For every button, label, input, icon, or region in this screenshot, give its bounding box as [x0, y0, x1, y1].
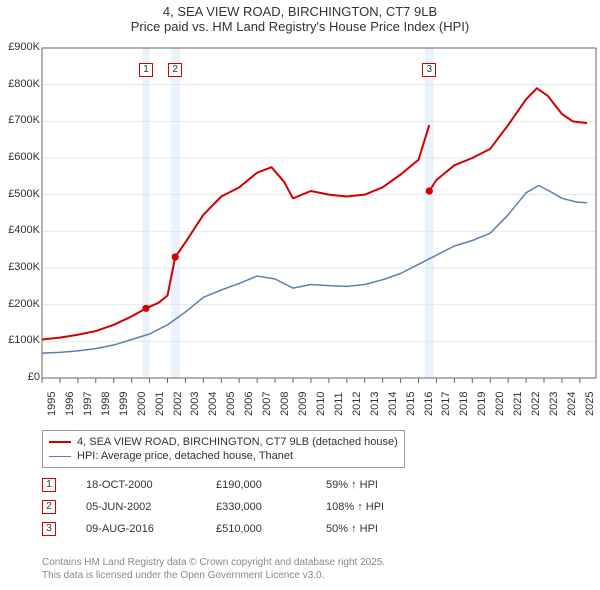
y-tick-label: £700K — [0, 114, 40, 126]
title-line-1: 4, SEA VIEW ROAD, BIRCHINGTON, CT7 9LB — [0, 4, 600, 19]
y-tick-label: £100K — [0, 334, 40, 346]
y-tick-label: £300K — [0, 261, 40, 273]
transaction-price: £330,000 — [216, 501, 296, 513]
transaction-marker: 2 — [168, 63, 182, 77]
x-tick-label: 2025 — [584, 392, 596, 416]
legend-item: 4, SEA VIEW ROAD, BIRCHINGTON, CT7 9LB (… — [49, 435, 398, 449]
x-tick-label: 2012 — [351, 392, 363, 416]
legend-label: 4, SEA VIEW ROAD, BIRCHINGTON, CT7 9LB (… — [77, 436, 398, 448]
x-tick-label: 1999 — [118, 392, 130, 416]
x-tick-label: 2018 — [458, 392, 470, 416]
transaction-row-marker: 3 — [42, 522, 56, 536]
transaction-date: 05-JUN-2002 — [86, 501, 186, 513]
chart-container: 4, SEA VIEW ROAD, BIRCHINGTON, CT7 9LB P… — [0, 0, 600, 590]
y-tick-label: £500K — [0, 188, 40, 200]
transactions-table: 1 18-OCT-2000 £190,000 59% ↑ HPI 2 05-JUN-200… — [42, 474, 384, 540]
legend-item: HPI: Average price, detached house, Than… — [49, 449, 398, 463]
transaction-delta: 108% ↑ HPI — [326, 501, 384, 513]
legend-label: HPI: Average price, detached house, Than… — [77, 450, 293, 462]
x-tick-label: 2021 — [512, 392, 524, 416]
x-tick-label: 2006 — [243, 392, 255, 416]
transaction-row: 2 05-JUN-2002 £330,000 108% ↑ HPI — [42, 496, 384, 518]
x-tick-label: 2003 — [189, 392, 201, 416]
x-tick-label: 2019 — [476, 392, 488, 416]
x-tick-label: 1996 — [64, 392, 76, 416]
x-tick-label: 2013 — [369, 392, 381, 416]
y-tick-label: £600K — [0, 151, 40, 163]
x-tick-label: 2016 — [423, 392, 435, 416]
transaction-row-marker: 1 — [42, 478, 56, 492]
x-tick-label: 2009 — [297, 392, 309, 416]
transaction-delta: 59% ↑ HPI — [326, 479, 378, 491]
x-tick-label: 1998 — [100, 392, 112, 416]
x-tick-label: 2023 — [548, 392, 560, 416]
y-tick-label: £200K — [0, 298, 40, 310]
x-tick-label: 2000 — [136, 392, 148, 416]
transaction-price: £190,000 — [216, 479, 296, 491]
x-tick-label: 2011 — [333, 392, 345, 416]
title-line-2: Price paid vs. HM Land Registry's House … — [0, 19, 600, 34]
y-tick-label: £800K — [0, 78, 40, 90]
x-tick-label: 2005 — [225, 392, 237, 416]
transaction-date: 18-OCT-2000 — [86, 479, 186, 491]
x-tick-label: 2008 — [279, 392, 291, 416]
transaction-delta: 50% ↑ HPI — [326, 523, 378, 535]
x-tick-label: 2015 — [405, 392, 417, 416]
transaction-row-marker: 2 — [42, 500, 56, 514]
footer-line-1: Contains HM Land Registry data © Crown c… — [42, 556, 385, 569]
y-tick-label: £900K — [0, 41, 40, 53]
y-tick-label: £0 — [0, 371, 40, 383]
y-tick-label: £400K — [0, 224, 40, 236]
x-tick-label: 2024 — [566, 392, 578, 416]
x-tick-label: 1997 — [82, 392, 94, 416]
x-tick-label: 2010 — [315, 392, 327, 416]
legend-swatch — [49, 456, 71, 457]
transaction-row: 1 18-OCT-2000 £190,000 59% ↑ HPI — [42, 474, 384, 496]
x-tick-label: 2017 — [440, 392, 452, 416]
x-tick-label: 2001 — [154, 392, 166, 416]
legend: 4, SEA VIEW ROAD, BIRCHINGTON, CT7 9LB (… — [42, 430, 405, 468]
transaction-marker: 1 — [139, 63, 153, 77]
transaction-row: 3 09-AUG-2016 £510,000 50% ↑ HPI — [42, 518, 384, 540]
x-tick-label: 2022 — [530, 392, 542, 416]
transaction-marker: 3 — [422, 63, 436, 77]
x-tick-label: 1995 — [46, 392, 58, 416]
footer-attribution: Contains HM Land Registry data © Crown c… — [42, 556, 385, 582]
chart-svg — [0, 38, 600, 438]
x-tick-label: 2002 — [172, 392, 184, 416]
x-tick-label: 2014 — [387, 392, 399, 416]
legend-swatch — [49, 441, 71, 443]
x-tick-label: 2020 — [494, 392, 506, 416]
x-tick-label: 2007 — [261, 392, 273, 416]
transaction-price: £510,000 — [216, 523, 296, 535]
title-block: 4, SEA VIEW ROAD, BIRCHINGTON, CT7 9LB P… — [0, 0, 600, 34]
footer-line-2: This data is licensed under the Open Gov… — [42, 569, 385, 582]
transaction-date: 09-AUG-2016 — [86, 523, 186, 535]
x-tick-label: 2004 — [207, 392, 219, 416]
price-chart: £0 £100K £200K £300K £400K £500K £600K £700K £80… — [0, 38, 600, 438]
